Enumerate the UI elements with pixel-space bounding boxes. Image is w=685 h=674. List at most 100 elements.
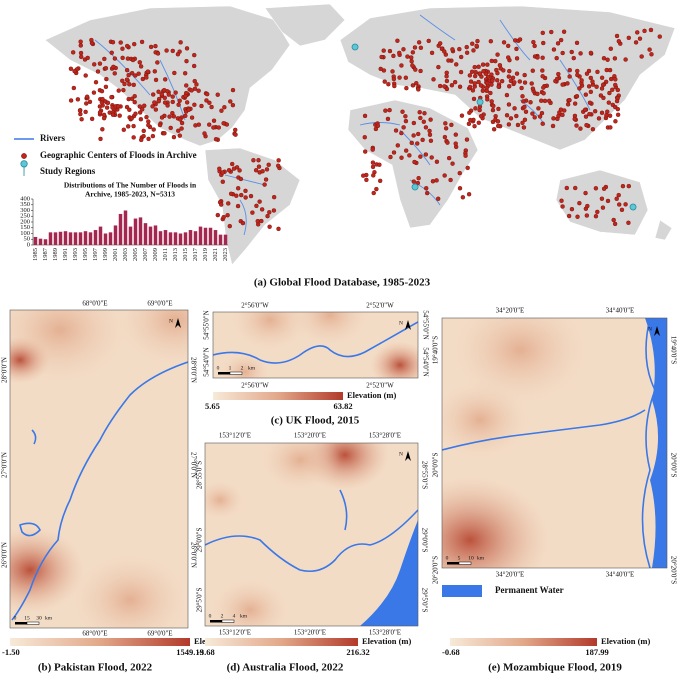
lat-label: 54°55'0"N bbox=[421, 310, 429, 339]
bar bbox=[133, 218, 138, 245]
lon-label: 34°20'0"E bbox=[496, 571, 525, 579]
flood-point bbox=[361, 173, 366, 178]
flood-point bbox=[156, 89, 161, 94]
flood-point bbox=[613, 119, 618, 124]
flood-point bbox=[514, 46, 519, 52]
lon-label: 69°0'0"E bbox=[147, 300, 172, 308]
flood-point bbox=[144, 114, 149, 120]
flood-point bbox=[137, 60, 142, 65]
flood-point bbox=[496, 84, 501, 89]
flood-point bbox=[637, 36, 643, 41]
flood-point bbox=[162, 100, 168, 105]
flood-point bbox=[221, 214, 226, 220]
flood-point bbox=[109, 50, 114, 55]
flood-point bbox=[175, 52, 181, 57]
flood-point bbox=[237, 168, 242, 173]
water bbox=[645, 318, 667, 568]
flood-point bbox=[504, 92, 510, 98]
flood-point bbox=[564, 185, 569, 191]
flood-point bbox=[460, 195, 466, 200]
bar bbox=[178, 233, 183, 245]
flood-point bbox=[436, 64, 441, 70]
flood-point bbox=[371, 173, 376, 178]
flood-point bbox=[412, 159, 417, 165]
flood-point bbox=[177, 98, 182, 103]
flood-point bbox=[537, 114, 543, 119]
flood-point bbox=[184, 83, 189, 88]
flood-point bbox=[501, 68, 506, 73]
flood-point bbox=[582, 107, 588, 112]
flood-point bbox=[72, 68, 77, 74]
flood-point bbox=[159, 92, 164, 97]
flood-point bbox=[477, 107, 482, 113]
flood-point bbox=[100, 127, 105, 132]
flood-point bbox=[95, 69, 101, 74]
flood-point bbox=[608, 76, 614, 82]
flood-point bbox=[391, 150, 397, 155]
flood-point bbox=[162, 131, 167, 136]
flood-point bbox=[457, 46, 462, 52]
flood-point bbox=[586, 84, 592, 89]
flood-point bbox=[528, 100, 533, 105]
flood-point bbox=[87, 99, 93, 105]
flood-point bbox=[239, 192, 244, 198]
flood-point bbox=[167, 114, 172, 119]
flood-point bbox=[83, 109, 88, 115]
flood-point bbox=[215, 212, 221, 218]
flood-point bbox=[227, 223, 232, 229]
flood-point bbox=[541, 91, 546, 96]
flood-point bbox=[639, 54, 644, 59]
flood-point bbox=[403, 75, 409, 80]
bar bbox=[188, 230, 193, 245]
flood-point bbox=[276, 158, 281, 163]
flood-point bbox=[478, 83, 484, 88]
flood-point bbox=[153, 77, 159, 83]
flood-point bbox=[415, 141, 420, 146]
flood-point bbox=[506, 122, 512, 127]
flood-point bbox=[157, 122, 163, 128]
flood-point bbox=[207, 100, 212, 105]
x-tick-label: 2003 bbox=[122, 248, 129, 261]
flood-point bbox=[607, 67, 613, 73]
flood-point bbox=[399, 130, 404, 136]
flood-point bbox=[515, 122, 521, 128]
flood-point bbox=[514, 71, 520, 76]
bar bbox=[93, 230, 98, 245]
legend-label: Geographic Centers of Floods in Archive bbox=[40, 150, 197, 160]
flood-point bbox=[260, 169, 265, 174]
x-tick-label: 2021 bbox=[212, 248, 219, 261]
flood-point bbox=[449, 83, 455, 88]
flood-point bbox=[397, 50, 402, 56]
flood-point bbox=[79, 117, 84, 122]
flood-point bbox=[578, 126, 583, 131]
flood-point bbox=[569, 206, 575, 212]
flood-point bbox=[605, 109, 610, 114]
flood-point bbox=[91, 90, 97, 95]
flood-point bbox=[606, 100, 612, 105]
flood-point bbox=[378, 66, 383, 72]
bar bbox=[203, 227, 208, 245]
flood-point bbox=[584, 213, 590, 218]
flood-point bbox=[422, 111, 427, 116]
flood-point bbox=[565, 102, 571, 107]
flood-point bbox=[590, 79, 595, 84]
flood-point bbox=[540, 30, 545, 36]
bar bbox=[48, 232, 53, 245]
flood-point bbox=[191, 63, 197, 69]
map-frame bbox=[9, 309, 189, 629]
x-tick-label: 1995 bbox=[82, 248, 89, 261]
flood-point bbox=[446, 58, 451, 63]
flood-point bbox=[559, 198, 564, 203]
flood-point bbox=[593, 214, 599, 219]
flood-point bbox=[434, 159, 440, 164]
lon-label: 2°56'0"W bbox=[241, 382, 269, 390]
flood-point bbox=[403, 148, 409, 153]
elevation-map bbox=[10, 310, 188, 628]
flood-point bbox=[132, 99, 137, 105]
flood-point bbox=[464, 137, 470, 142]
bar bbox=[193, 231, 198, 245]
flood-point bbox=[397, 75, 402, 80]
lat-label: 19°40'0"S bbox=[432, 336, 440, 364]
flood-point bbox=[89, 116, 95, 122]
flood-point bbox=[574, 123, 579, 128]
